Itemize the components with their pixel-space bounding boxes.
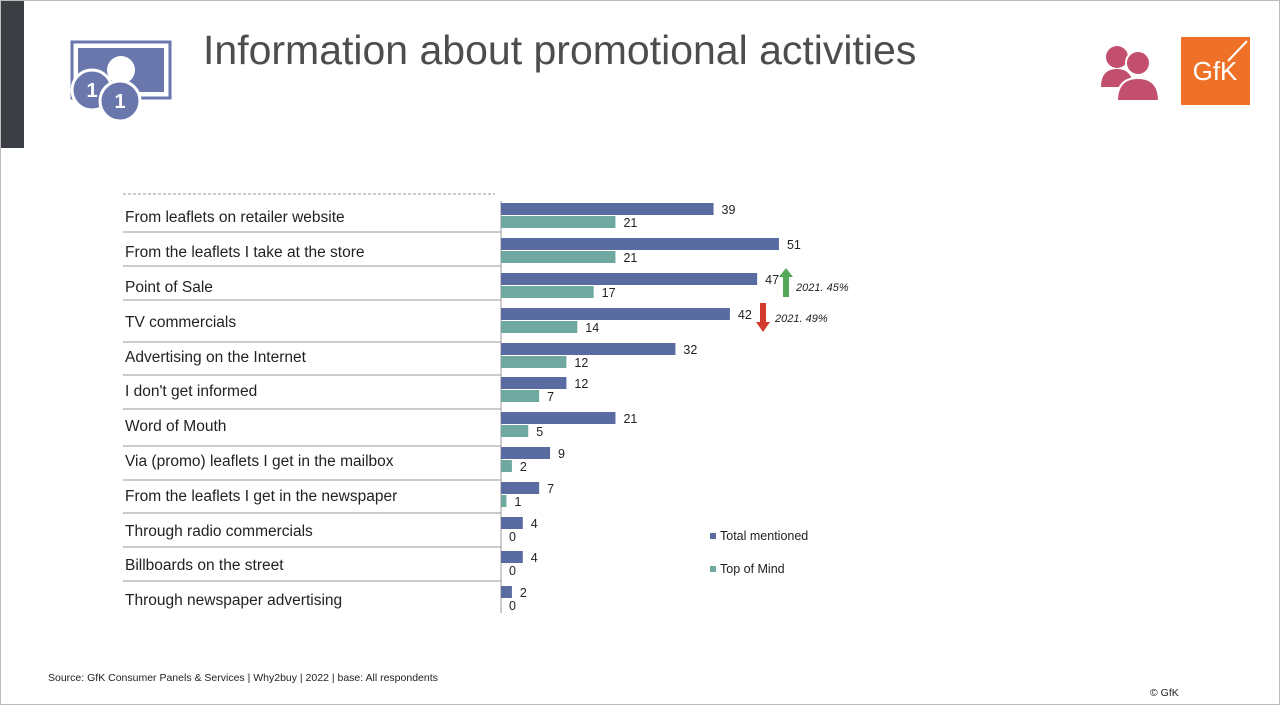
category-label: From the leaflets I get in the newspaper xyxy=(125,488,397,505)
category-label: Billboards on the street xyxy=(125,557,284,574)
legend-label-top: Top of Mind xyxy=(720,562,785,576)
footer-source: Source: GfK Consumer Panels & Services |… xyxy=(48,672,438,684)
data-label-total: 2 xyxy=(520,586,527,600)
data-label-top: 7 xyxy=(547,390,554,404)
category-label: Through newspaper advertising xyxy=(125,592,342,609)
legend-label-total: Total mentioned xyxy=(720,529,808,543)
data-label-total: 32 xyxy=(683,343,697,357)
accent-bar xyxy=(1,1,24,148)
data-label-top: 0 xyxy=(509,530,516,544)
bar-top-of-mind xyxy=(501,495,507,507)
bar-total-mentioned xyxy=(501,447,551,459)
data-label-total: 21 xyxy=(623,412,637,426)
data-label-top: 1 xyxy=(514,495,521,509)
money-coins-icon: 1 1 xyxy=(70,40,172,122)
bar-top-of-mind xyxy=(501,356,567,368)
category-label: Via (promo) leaflets I get in the mailbo… xyxy=(125,453,394,470)
data-label-total: 51 xyxy=(787,238,801,252)
footer-copyright: © GfK xyxy=(1150,687,1179,699)
category-label: TV commercials xyxy=(125,314,236,331)
data-label-top: 0 xyxy=(509,564,516,578)
bar-total-mentioned xyxy=(501,586,512,598)
data-label-total: 42 xyxy=(738,308,752,322)
category-label: I don't get informed xyxy=(125,383,257,400)
gfk-logo: GfK xyxy=(1181,37,1250,105)
bar-top-of-mind xyxy=(501,390,540,402)
svg-text:1: 1 xyxy=(114,91,125,113)
bar-total-mentioned xyxy=(501,517,523,529)
bar-total-mentioned xyxy=(501,308,730,320)
data-label-top: 14 xyxy=(585,321,599,335)
data-label-total: 47 xyxy=(765,273,779,287)
annotation-2021-tv-commercials: 2021. 49% xyxy=(774,313,828,325)
bar-total-mentioned xyxy=(501,482,540,494)
gfk-logo-text: GfK xyxy=(1193,56,1238,86)
category-label: Point of Sale xyxy=(125,279,213,296)
bar-total-mentioned xyxy=(501,412,616,424)
legend-swatch-total xyxy=(710,533,716,539)
category-label: Through radio commercials xyxy=(125,523,313,540)
bar-total-mentioned xyxy=(501,343,676,355)
bar-chart: From leaflets on retailer website 3921Fro… xyxy=(123,193,849,613)
page-title: Information about promotional activities xyxy=(203,27,917,73)
svg-text:1: 1 xyxy=(86,80,97,102)
people-icon xyxy=(1101,46,1159,101)
data-label-total: 4 xyxy=(531,551,538,565)
data-label-top: 21 xyxy=(623,251,637,265)
data-label-top: 5 xyxy=(536,425,543,439)
bar-top-of-mind xyxy=(501,286,594,298)
data-label-top: 12 xyxy=(574,356,588,370)
annotation-2021-point-of-sale: 2021. 45% xyxy=(795,282,849,294)
data-label-top: 0 xyxy=(509,599,516,613)
data-label-total: 7 xyxy=(547,482,554,496)
trend-down-arrow-icon xyxy=(756,303,770,332)
data-label-top: 21 xyxy=(623,216,637,230)
bar-total-mentioned xyxy=(501,273,758,285)
trend-up-arrow-icon xyxy=(779,268,793,297)
category-label: Advertising on the Internet xyxy=(125,349,307,366)
bar-top-of-mind xyxy=(501,460,512,472)
bar-total-mentioned xyxy=(501,238,779,250)
data-label-top: 17 xyxy=(602,286,616,300)
bar-total-mentioned xyxy=(501,551,523,563)
bar-top-of-mind xyxy=(501,321,578,333)
bar-total-mentioned xyxy=(501,377,567,389)
bar-total-mentioned xyxy=(501,203,714,215)
bar-top-of-mind xyxy=(501,425,529,437)
category-label: From leaflets on retailer website xyxy=(125,209,345,226)
data-label-total: 12 xyxy=(574,377,588,391)
data-label-top: 2 xyxy=(520,460,527,474)
category-label: Word of Mouth xyxy=(125,418,226,435)
data-label-total: 9 xyxy=(558,447,565,461)
bar-top-of-mind xyxy=(501,251,616,263)
category-label: From the leaflets I take at the store xyxy=(125,244,365,261)
legend-swatch-top xyxy=(710,566,716,572)
data-label-total: 4 xyxy=(531,517,538,531)
bar-top-of-mind xyxy=(501,216,616,228)
data-label-total: 39 xyxy=(722,203,736,217)
